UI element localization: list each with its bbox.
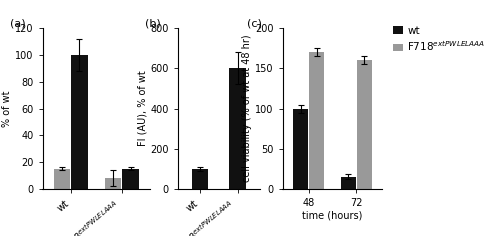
X-axis label: time (hours): time (hours): [302, 211, 362, 221]
Bar: [309, 52, 324, 189]
Text: (b): (b): [144, 19, 160, 29]
Bar: [122, 169, 138, 189]
Text: (c): (c): [246, 19, 262, 29]
Bar: [192, 169, 208, 189]
Y-axis label: FI (AU), % of wt: FI (AU), % of wt: [137, 71, 147, 146]
Y-axis label: cell viability (% of wt at 48 hr): cell viability (% of wt at 48 hr): [242, 35, 252, 182]
Bar: [229, 68, 246, 189]
Legend: wt, F718$^{extPWLELAAA}$: wt, F718$^{extPWLELAAA}$: [392, 25, 486, 54]
Y-axis label: superoxide production,
% of wt: superoxide production, % of wt: [0, 52, 12, 165]
Bar: [293, 109, 308, 189]
Bar: [340, 177, 356, 189]
Bar: [357, 60, 372, 189]
Bar: [105, 178, 122, 189]
Bar: [71, 55, 88, 189]
Bar: [54, 169, 70, 189]
Text: (a): (a): [10, 19, 26, 29]
